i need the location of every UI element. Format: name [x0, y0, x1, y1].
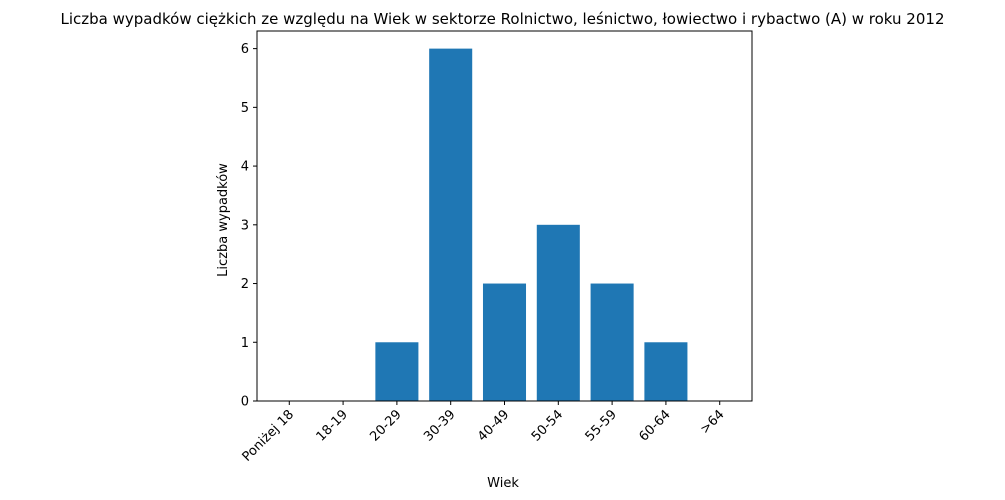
bar	[590, 283, 634, 401]
y-tick-label: 1	[241, 336, 249, 351]
x-tick-label: Poniżej 18	[240, 407, 297, 464]
x-tick-label: 30-39	[421, 407, 458, 444]
y-tick-label: 6	[241, 42, 249, 57]
x-tick-label: 50-54	[529, 407, 566, 444]
y-axis-label: Liczba wypadków	[216, 163, 231, 277]
bar	[644, 342, 688, 401]
x-axis-label: Wiek	[487, 476, 519, 491]
x-tick-label: 60-64	[636, 407, 673, 444]
x-tick-label: 18-19	[314, 407, 351, 444]
y-tick-label: 4	[241, 160, 249, 175]
x-tick-label: >64	[698, 407, 728, 437]
y-tick-label: 2	[241, 277, 249, 292]
x-tick-label: 20-29	[367, 407, 404, 444]
plot-area: 0 1 2 3 4 5 6 Poniżej 18 18-19 20-29 30-39 40-49 50-…	[240, 30, 753, 465]
chart-title: Liczba wypadków ciężkich ze względu na W…	[61, 10, 945, 28]
bar	[536, 224, 580, 401]
y-tick-label: 3	[241, 218, 249, 233]
bar	[429, 48, 473, 401]
bar	[375, 342, 419, 401]
bar	[482, 283, 527, 401]
x-tick-label: 55-59	[583, 407, 620, 444]
x-tick-label: 40-49	[475, 407, 512, 444]
y-tick-label: 5	[241, 101, 249, 116]
y-tick-label: 0	[241, 395, 249, 410]
